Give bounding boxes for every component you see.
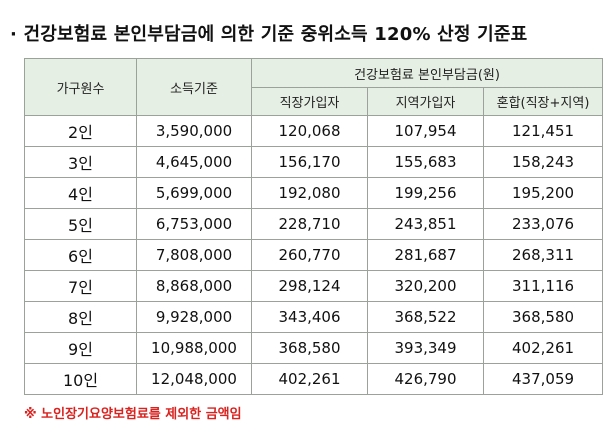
cell-regional: 107,954 xyxy=(367,115,484,147)
table-row: 10인 12,048,000 402,261 426,790 437,059 xyxy=(24,363,604,395)
cell-regional: 393,349 xyxy=(367,332,484,364)
table-row: 9인 10,988,000 368,580 393,349 402,261 xyxy=(24,332,604,364)
cell-household-size: 9인 xyxy=(24,332,137,364)
cell-mixed: 311,116 xyxy=(482,270,604,302)
cell-household-size: 2인 xyxy=(24,115,137,147)
cell-employee: 260,770 xyxy=(251,239,368,271)
cell-household-size: 5인 xyxy=(24,208,137,240)
cell-income: 5,699,000 xyxy=(136,177,252,209)
table-row: 5인 6,753,000 228,710 243,851 233,076 xyxy=(24,208,604,240)
table-subheader-row: 직장가입자 지역가입자 혼합(직장+지역) xyxy=(25,87,604,116)
cell-regional: 281,687 xyxy=(367,239,484,271)
table-row: 4인 5,699,000 192,080 199,256 195,200 xyxy=(24,177,604,209)
header-household-size: 가구원수 xyxy=(24,58,137,116)
cell-household-size: 10인 xyxy=(24,363,137,395)
cell-income: 8,868,000 xyxy=(136,270,252,302)
cell-income: 6,753,000 xyxy=(136,208,252,240)
cell-mixed: 121,451 xyxy=(482,115,604,147)
cell-income: 3,590,000 xyxy=(136,115,252,147)
page-title: · 건강보험료 본인부담금에 의한 기준 중위소득 120% 산정 기준표 xyxy=(10,24,528,45)
cell-mixed: 437,059 xyxy=(482,363,604,395)
cell-mixed: 233,076 xyxy=(482,208,604,240)
cell-employee: 228,710 xyxy=(251,208,368,240)
cell-employee: 156,170 xyxy=(251,146,368,178)
cell-mixed: 158,243 xyxy=(482,146,604,178)
cell-income: 10,988,000 xyxy=(136,332,252,364)
table-row: 3인 4,645,000 156,170 155,683 158,243 xyxy=(24,146,604,178)
table-row: 8인 9,928,000 343,406 368,522 368,580 xyxy=(24,301,604,333)
cell-regional: 368,522 xyxy=(367,301,484,333)
cell-household-size: 6인 xyxy=(24,239,137,271)
cell-regional: 243,851 xyxy=(367,208,484,240)
cell-income: 12,048,000 xyxy=(136,363,252,395)
cell-mixed: 368,580 xyxy=(482,301,604,333)
cell-regional: 426,790 xyxy=(367,363,484,395)
cell-regional: 320,200 xyxy=(367,270,484,302)
cell-household-size: 3인 xyxy=(24,146,137,178)
footnote: ※ 노인장기요양보험료를 제외한 금액임 xyxy=(24,407,242,422)
cell-employee: 120,068 xyxy=(251,115,368,147)
cell-regional: 155,683 xyxy=(367,146,484,178)
cell-employee: 298,124 xyxy=(251,270,368,302)
header-income-standard: 소득기준 xyxy=(136,58,252,116)
cell-income: 4,645,000 xyxy=(136,146,252,178)
header-regional: 지역가입자 xyxy=(367,87,484,116)
cell-employee: 368,580 xyxy=(251,332,368,364)
cell-household-size: 4인 xyxy=(24,177,137,209)
cell-household-size: 7인 xyxy=(24,270,137,302)
cell-household-size: 8인 xyxy=(24,301,137,333)
header-mixed: 혼합(직장+지역) xyxy=(482,87,604,116)
cell-regional: 199,256 xyxy=(367,177,484,209)
cell-income: 7,808,000 xyxy=(136,239,252,271)
table-row: 7인 8,868,000 298,124 320,200 311,116 xyxy=(24,270,604,302)
table-row: 2인 3,590,000 120,068 107,954 121,451 xyxy=(24,115,604,147)
cell-employee: 192,080 xyxy=(251,177,368,209)
table-row: 6인 7,808,000 260,770 281,687 268,311 xyxy=(24,239,604,271)
cell-mixed: 268,311 xyxy=(482,239,604,271)
cell-mixed: 402,261 xyxy=(482,332,604,364)
header-employee: 직장가입자 xyxy=(251,87,368,116)
cell-income: 9,928,000 xyxy=(136,301,252,333)
header-premium-group: 건강보험료 본인부담금(원) xyxy=(250,58,604,88)
premium-standard-table: 가구원수 소득기준 건강보험료 본인부담금(원) 직장가입자 지역가입자 혼합(… xyxy=(24,58,604,395)
cell-mixed: 195,200 xyxy=(482,177,604,209)
cell-employee: 343,406 xyxy=(251,301,368,333)
cell-employee: 402,261 xyxy=(251,363,368,395)
table-header-row: 가구원수 소득기준 건강보험료 본인부담금(원) xyxy=(24,58,604,116)
